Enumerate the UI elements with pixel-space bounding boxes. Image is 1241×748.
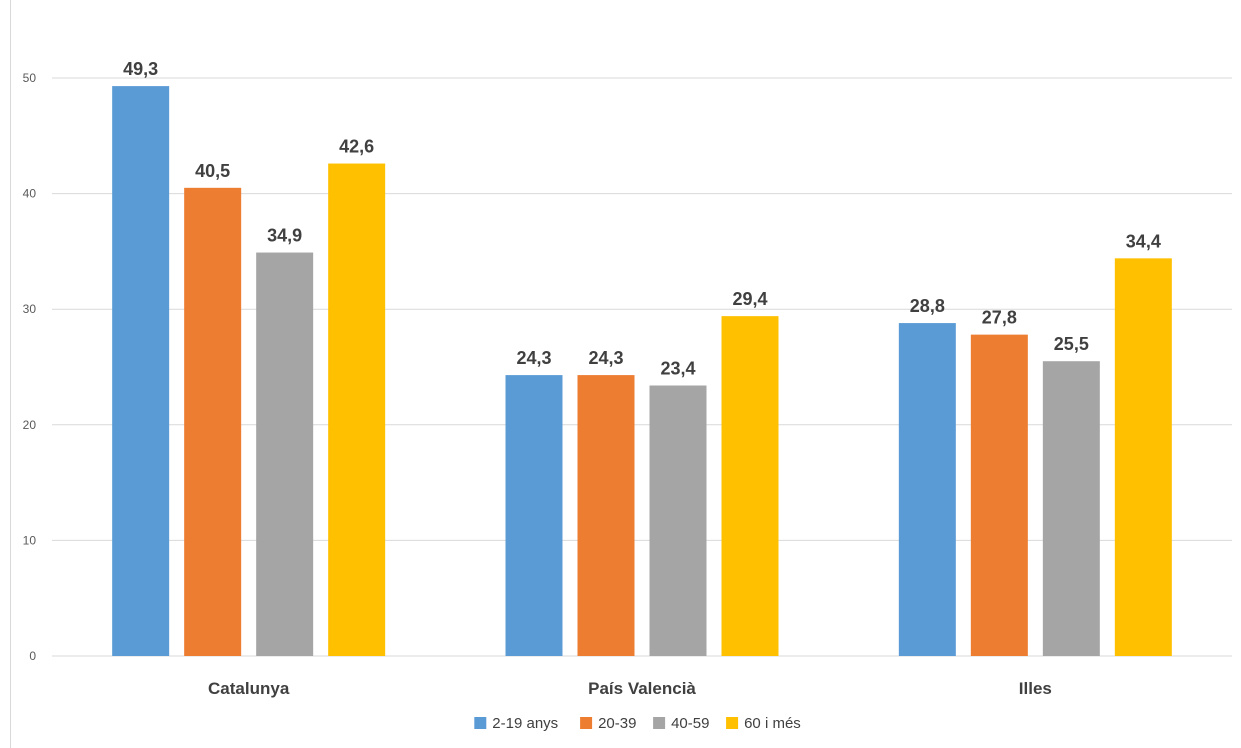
y-axis-ticks: 0 10 20 30 40 50 — [23, 71, 37, 663]
category-label: Illes — [1019, 679, 1052, 698]
bar — [256, 253, 313, 656]
y-tick-label: 30 — [23, 302, 37, 316]
bar — [899, 323, 956, 656]
legend-swatch — [474, 717, 486, 729]
data-label: 40,5 — [195, 161, 230, 181]
data-label: 42,6 — [339, 137, 374, 157]
legend-label: 40-59 — [671, 715, 709, 732]
legend-label: 2-19 anys — [492, 715, 558, 732]
data-label: 29,4 — [732, 289, 767, 309]
bar — [328, 164, 385, 656]
bar — [506, 375, 563, 656]
legend-swatch — [580, 717, 592, 729]
category-label: País Valencià — [588, 679, 696, 698]
bar — [112, 86, 169, 656]
y-tick-label: 20 — [23, 418, 37, 432]
bar — [1115, 258, 1172, 656]
data-label: 49,3 — [123, 59, 158, 79]
y-tick-label: 40 — [23, 187, 37, 201]
data-label: 23,4 — [660, 358, 695, 378]
bar — [1043, 361, 1100, 656]
y-tick-label: 0 — [29, 649, 36, 663]
bar — [722, 316, 779, 656]
bar — [971, 335, 1028, 656]
category-label: Catalunya — [208, 679, 290, 698]
data-label: 34,4 — [1126, 231, 1161, 251]
legend-label: 20-39 — [598, 715, 636, 732]
legend-swatch — [653, 717, 665, 729]
x-axis-categories: Catalunya País Valencià Illes — [208, 679, 1052, 698]
bar — [184, 188, 241, 656]
data-label: 24,3 — [588, 348, 623, 368]
data-label: 34,9 — [267, 226, 302, 246]
y-tick-label: 10 — [23, 533, 37, 547]
data-label: 28,8 — [910, 296, 945, 316]
bar — [578, 375, 635, 656]
data-label: 25,5 — [1054, 334, 1089, 354]
legend: 2-19 anys 20-39 40-59 60 i més — [474, 715, 801, 732]
bars — [112, 86, 1172, 656]
y-tick-label: 50 — [23, 71, 37, 85]
data-label: 24,3 — [516, 348, 551, 368]
data-label: 27,8 — [982, 308, 1017, 328]
legend-swatch — [726, 717, 738, 729]
bar — [650, 385, 707, 656]
legend-label: 60 i més — [744, 715, 801, 732]
